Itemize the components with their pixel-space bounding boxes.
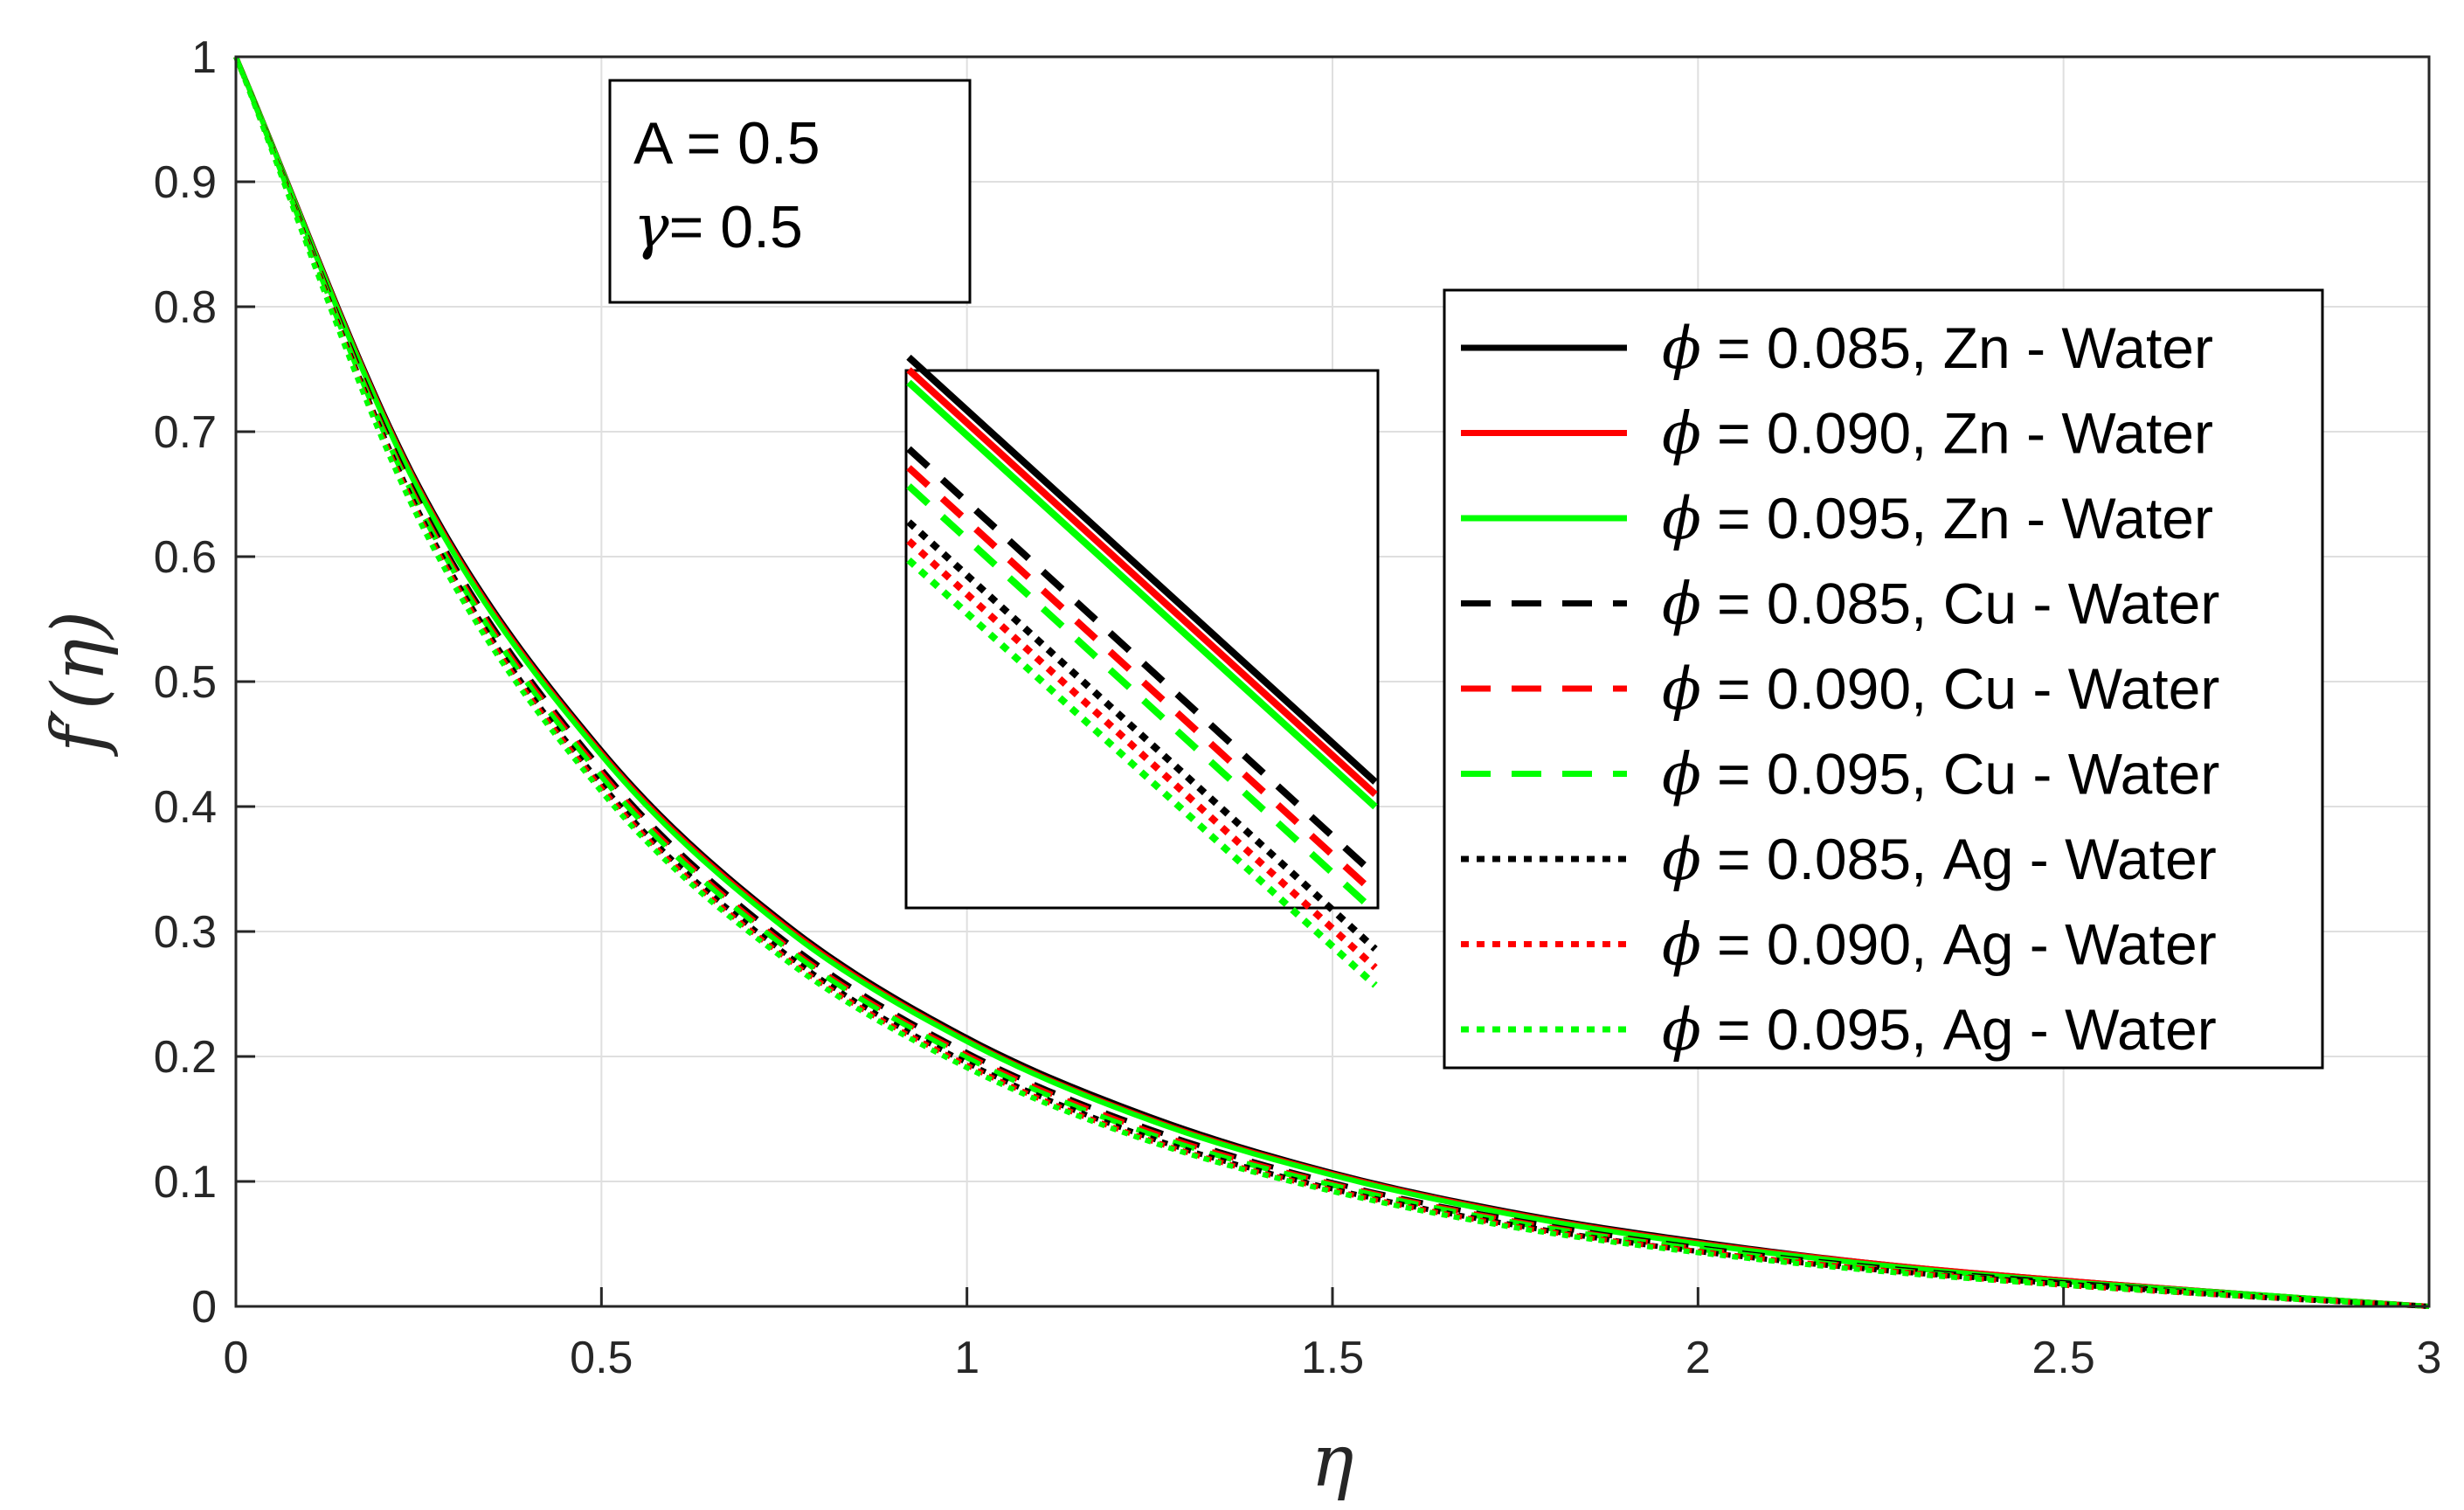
inset-series-line-4: [906, 465, 1378, 897]
series-line-6: [233, 55, 2430, 1309]
inset-box: [904, 369, 1380, 910]
legend-phi-symbol-6: ϕ: [1662, 826, 1701, 893]
series-line-8: [233, 55, 2430, 1309]
x-tick-label-1: 0.5: [570, 1333, 633, 1383]
inset-lines: [906, 354, 1378, 988]
axis-ticks: 0 0.5 1 1.5 2 2.5 3 0 0.1 0.2 0.3 0.4 0.5 0.6 0.7 0.8 0.…: [154, 32, 2442, 1383]
annotation-line-gamma: γ= 0.5: [633, 193, 803, 262]
x-tick-label-0: 0: [224, 1333, 249, 1383]
parameter-annotation: A = 0.5 γ= 0.5: [608, 79, 972, 304]
legend-label-8: ϕ = 0.095, Ag - Water: [1662, 996, 2217, 1063]
y-tick-label-3: 0.3: [154, 907, 217, 958]
annotation-line-a: A = 0.5: [633, 110, 820, 177]
y-tick-label-0: 0: [191, 1282, 217, 1333]
x-tick-label-5: 2.5: [2032, 1333, 2095, 1383]
x-tick-label-3: 1.5: [1301, 1333, 1364, 1383]
inset-series-line-5: [906, 483, 1378, 915]
inset-series-line-8: [906, 557, 1378, 988]
y-tick-label-1: 0.1: [154, 1157, 217, 1208]
legend-phi-symbol-3: ϕ: [1662, 571, 1701, 638]
legend-label-5: ϕ = 0.095, Cu - Water: [1662, 741, 2219, 808]
legend-label-6: ϕ = 0.085, Ag - Water: [1662, 826, 2217, 893]
inset-series-line-0: [906, 354, 1378, 785]
legend-phi-symbol-1: ϕ: [1662, 400, 1701, 468]
y-axis-label: f′(η): [38, 611, 121, 758]
legend-text-8: = 0.095, Ag - Water: [1717, 997, 2217, 1062]
y-tick-label-7: 0.7: [154, 407, 217, 458]
legend-phi-symbol-8: ϕ: [1662, 996, 1701, 1063]
inset-series-line-2: [906, 379, 1378, 810]
legend-label-0: ϕ = 0.085, Zn - Water: [1662, 315, 2213, 382]
inset-series-line-3: [906, 446, 1378, 878]
legend-text-5: = 0.095, Cu - Water: [1717, 742, 2219, 807]
inset-series-line-6: [906, 519, 1378, 952]
inset-series-line-7: [906, 537, 1378, 971]
x-tick-label-2: 1: [954, 1333, 979, 1383]
legend-text-2: = 0.095, Zn - Water: [1717, 486, 2213, 551]
legend-text-7: = 0.090, Ag - Water: [1717, 912, 2217, 977]
legend-label-2: ϕ = 0.095, Zn - Water: [1662, 485, 2213, 552]
y-tick-label-6: 0.6: [154, 532, 217, 583]
y-tick-label-9: 0.9: [154, 157, 217, 208]
legend-label-3: ϕ = 0.085, Cu - Water: [1662, 571, 2219, 638]
x-tick-label-4: 2: [1685, 1333, 1711, 1383]
legend-text-3: = 0.085, Cu - Water: [1717, 571, 2219, 636]
legend-phi-symbol-4: ϕ: [1662, 655, 1701, 723]
series-lines: [233, 55, 2430, 1309]
legend-label-1: ϕ = 0.090, Zn - Water: [1662, 400, 2213, 468]
legend-phi-symbol-5: ϕ: [1662, 741, 1701, 808]
legend-label-7: ϕ = 0.090, Ag - Water: [1662, 911, 2217, 979]
inset-series-line-1: [906, 367, 1378, 798]
y-tick-label-2: 0.2: [154, 1032, 217, 1083]
legend-label-4: ϕ = 0.090, Cu - Water: [1662, 655, 2219, 723]
zoom-inset: [904, 354, 1380, 988]
y-tick-label-4: 0.4: [154, 782, 217, 833]
legend-phi-symbol-7: ϕ: [1662, 911, 1701, 979]
annotation-box: [608, 79, 972, 304]
y-tick-label-10: 1: [191, 32, 217, 83]
gamma-symbol: γ: [633, 193, 669, 262]
legend-box: [1443, 288, 2324, 1070]
legend-text-6: = 0.085, Ag - Water: [1717, 827, 2217, 891]
legend-text-4: = 0.090, Cu - Water: [1717, 656, 2219, 721]
legend-phi-symbol-0: ϕ: [1662, 315, 1701, 382]
legend-text-0: = 0.085, Zn - Water: [1717, 315, 2213, 380]
y-tick-label-5: 0.5: [154, 657, 217, 708]
x-axis-label: η: [1311, 1420, 1353, 1503]
x-tick-label-6: 3: [2417, 1333, 2442, 1383]
legend-text-1: = 0.090, Zn - Water: [1717, 401, 2213, 466]
legend-phi-symbol-2: ϕ: [1662, 485, 1701, 552]
y-tick-label-8: 0.8: [154, 282, 217, 333]
gamma-value: = 0.5: [669, 194, 803, 260]
